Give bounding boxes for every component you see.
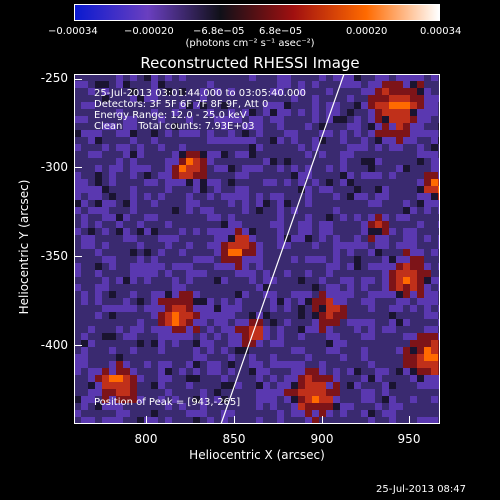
info-time-range: 25-Jul-2013 03:01:44.000 to 03:05:40.000 — [94, 88, 306, 99]
colorbar-tick-label: 0.00034 — [420, 26, 462, 37]
x-tick-label: 800 — [134, 432, 158, 446]
solar-limb-line — [220, 74, 345, 424]
colorbar-tick-label: −6.8e−05 — [193, 26, 245, 37]
info-peak-position: Position of Peak = [943,-265] — [94, 397, 241, 408]
colorbar — [74, 4, 440, 21]
colorbar-tick-label: −0.00034 — [48, 26, 98, 37]
colorbar-unit-label: (photons cm⁻² s⁻¹ asec⁻²) — [185, 38, 315, 49]
colorbar-tick-label: 0.00020 — [346, 26, 388, 37]
y-tick-label: -350 — [40, 249, 68, 263]
y-tick-label: -250 — [40, 71, 68, 85]
info-clean: Clean Total counts: 7.93E+03 — [94, 121, 255, 132]
y-tick-label: -400 — [40, 338, 68, 352]
x-tick-label: 850 — [222, 432, 246, 446]
info-energy: Energy Range: 12.0 - 25.0 keV — [94, 110, 247, 121]
x-tick-label: 950 — [397, 432, 421, 446]
x-tick-label: 900 — [310, 432, 334, 446]
y-tick-label: -300 — [40, 160, 68, 174]
y-axis-title: Heliocentric Y (arcsec) — [17, 179, 31, 315]
info-detectors: Detectors: 3F 5F 6F 7F 8F 9F, Att 0 — [94, 99, 269, 110]
x-axis-title: Heliocentric X (arcsec) — [189, 448, 325, 462]
colorbar-tick-label: 6.8e−05 — [259, 26, 303, 37]
colorbar-tick-label: −0.00020 — [124, 26, 174, 37]
image-map — [74, 74, 440, 424]
timestamp: 25-Jul-2013 08:47 — [376, 484, 467, 495]
plot-title: Reconstructed RHESSI Image — [140, 54, 360, 72]
